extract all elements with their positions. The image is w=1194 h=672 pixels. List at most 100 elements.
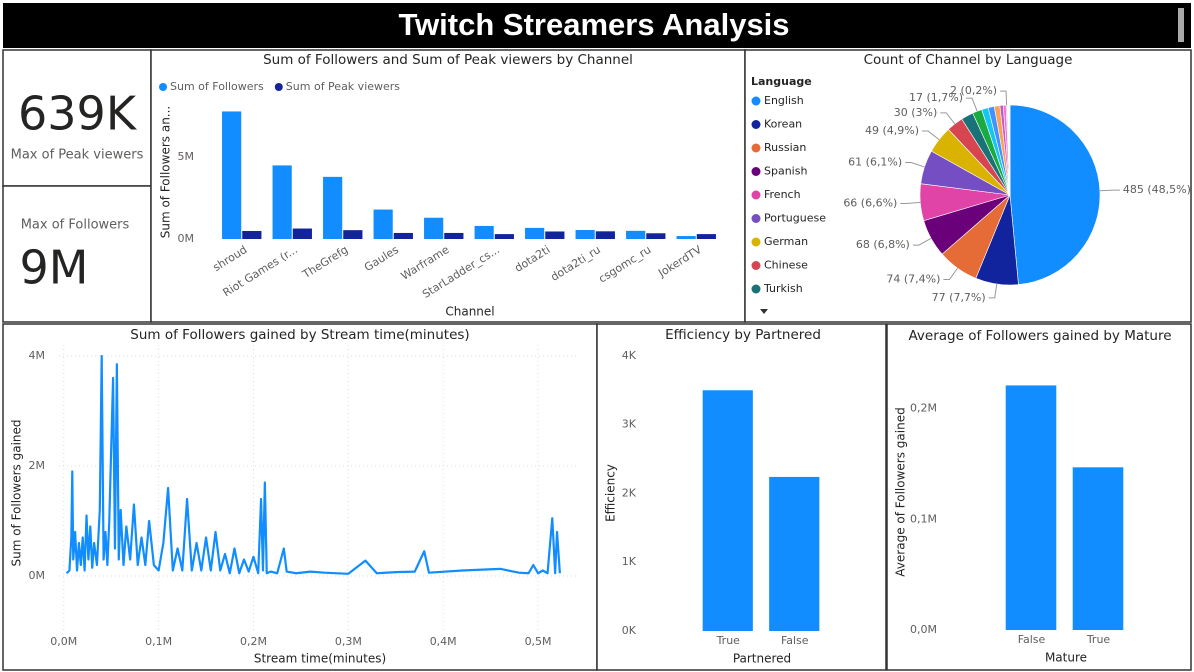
bar xyxy=(646,233,666,239)
leader-line xyxy=(900,201,921,204)
leader-line xyxy=(966,97,978,112)
y-tick-label: 4K xyxy=(622,349,637,362)
leader-line xyxy=(1000,90,1008,106)
x-tick-label: True xyxy=(716,634,741,647)
legend-label: Russian xyxy=(764,141,806,154)
legend-label: Sum of Followers xyxy=(170,80,264,93)
leader-line xyxy=(922,130,940,141)
y-tick-label: 2M xyxy=(29,459,46,472)
y-tick-label: 2K xyxy=(622,486,637,499)
card-label: Max of Followers xyxy=(21,218,130,233)
legend-label: Spanish xyxy=(764,165,807,178)
x-tick-label: 0,4M xyxy=(430,635,457,648)
chart-panel xyxy=(2,323,598,671)
bar xyxy=(1072,467,1124,630)
data-label: 49 (4,9%) xyxy=(865,124,919,137)
y-tick-label: 3K xyxy=(622,418,637,431)
card-panel xyxy=(2,185,152,323)
bar xyxy=(575,230,595,239)
legend-marker xyxy=(751,96,761,106)
legend-marker xyxy=(751,120,761,129)
scrollbar xyxy=(1178,8,1184,42)
bar xyxy=(525,227,545,239)
legend-marker xyxy=(159,83,167,91)
y-tick-label: 4M xyxy=(29,349,46,362)
x-axis-label: Mature xyxy=(1045,651,1087,665)
bar xyxy=(424,217,444,239)
bar xyxy=(222,111,242,239)
x-axis-label: Stream time(minutes) xyxy=(254,652,386,666)
x-tick-label: False xyxy=(1018,633,1046,646)
y-tick-label: 0,1M xyxy=(910,512,937,525)
bar xyxy=(494,234,514,239)
data-label: 77 (7,7%) xyxy=(932,291,986,304)
data-label: 485 (48,5%) xyxy=(1123,183,1191,196)
bar xyxy=(545,231,565,239)
legend-marker xyxy=(751,190,761,200)
leader-line xyxy=(905,162,925,168)
legend-label: Sum of Peak viewers xyxy=(286,80,401,93)
data-label: 66 (6,6%) xyxy=(843,196,897,209)
y-axis-label: Sum of Followers gained xyxy=(10,419,24,566)
x-tick-label: 0,1M xyxy=(145,635,172,648)
chart-title: Count of Channel by Language xyxy=(864,52,1073,68)
bar xyxy=(1005,385,1057,630)
bar xyxy=(702,390,753,631)
data-label: 30 (3%) xyxy=(894,106,938,119)
bar xyxy=(444,232,464,239)
chart-title: Sum of Followers and Sum of Peak viewers… xyxy=(263,52,633,68)
leader-line xyxy=(988,283,998,299)
legend-marker xyxy=(274,83,283,91)
chart-title: Sum of Followers gained by Stream time(m… xyxy=(130,327,469,343)
bar xyxy=(769,476,820,631)
legend-marker xyxy=(751,261,761,270)
card-value: 639K xyxy=(18,87,138,141)
legend-marker xyxy=(751,284,761,294)
bar xyxy=(626,230,646,239)
x-tick-label: 0,0M xyxy=(50,635,77,648)
y-tick-label: 1K xyxy=(622,555,637,568)
legend-label: Korean xyxy=(764,118,802,131)
bar xyxy=(696,234,716,239)
chart-title: Efficiency by Partnered xyxy=(665,327,821,343)
data-label: 17 (1,7%) xyxy=(909,91,963,104)
legend-scroll-arrow[interactable] xyxy=(760,309,768,314)
y-axis-label: Sum of Followers an... xyxy=(159,106,173,239)
dashboard-title: Twitch Streamers Analysis xyxy=(398,7,789,42)
y-tick-label: 0,0M xyxy=(910,623,937,636)
y-axis-label: Average of Followers gained xyxy=(894,407,908,576)
bar xyxy=(595,231,615,239)
chart-title: Average of Followers gained by Mature xyxy=(908,328,1171,344)
bar xyxy=(676,236,696,239)
x-tick-label: False xyxy=(781,634,809,647)
y-tick-label: 0K xyxy=(622,624,637,637)
pie-slice xyxy=(1009,104,1101,285)
card-label: Max of Peak viewers xyxy=(11,148,144,163)
bar xyxy=(393,232,413,239)
bar xyxy=(292,228,312,239)
line-series xyxy=(65,354,561,575)
leader-line xyxy=(912,237,932,246)
bar xyxy=(323,176,343,239)
bar xyxy=(474,225,494,239)
x-axis-label: Partnered xyxy=(733,652,791,666)
data-label: 2 (0,2%) xyxy=(950,84,997,97)
x-tick-label: 0,2M xyxy=(240,635,267,648)
card-value: 9M xyxy=(20,241,89,295)
x-tick-label: 0,3M xyxy=(335,635,362,648)
leader-line xyxy=(943,267,958,281)
header-bar xyxy=(3,3,1191,48)
legend-marker xyxy=(751,143,761,153)
legend-marker xyxy=(751,167,761,176)
legend-label: Portuguese xyxy=(764,212,826,225)
bar xyxy=(373,209,393,239)
legend-label: German xyxy=(764,235,808,248)
chart-panel xyxy=(150,49,746,323)
x-axis-label: Channel xyxy=(445,305,494,319)
y-tick-label: 0M xyxy=(29,569,46,582)
y-tick-label: 0M xyxy=(178,232,195,245)
y-axis-label: Efficiency xyxy=(604,464,618,522)
leader-line xyxy=(1099,189,1120,192)
legend-title: Language xyxy=(751,75,812,88)
